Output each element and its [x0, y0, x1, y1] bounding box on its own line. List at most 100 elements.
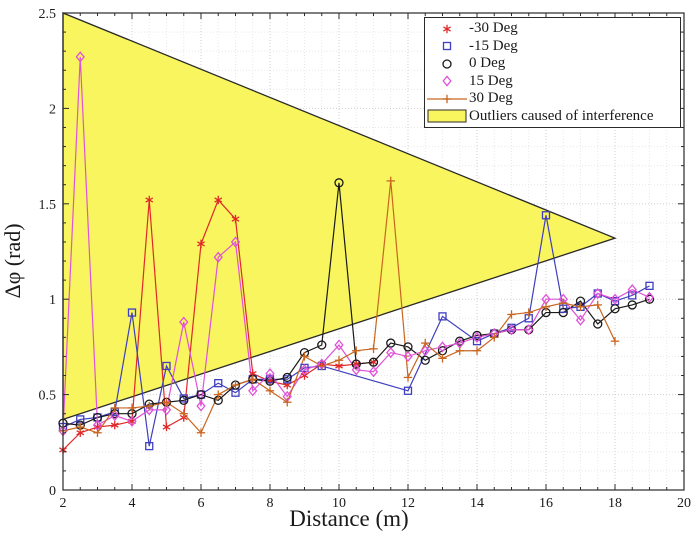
diamond-marker: [265, 367, 275, 380]
diamond-marker: [610, 293, 620, 305]
diamond-marker: [213, 251, 223, 263]
square-marker: [438, 312, 447, 321]
asterisk-marker: [162, 424, 171, 430]
x-tick-label: 2: [60, 496, 67, 511]
square-marker: [162, 361, 171, 371]
asterisk-marker: [76, 430, 85, 436]
y-tick-label: 1.5: [39, 198, 57, 213]
x-tick-label: 4: [129, 496, 136, 511]
legend-entry-15-deg: 15 Deg: [425, 73, 680, 90]
diamond-marker: [368, 366, 379, 378]
circle-marker: [351, 359, 361, 369]
circle-marker: [455, 336, 465, 346]
circle-marker: [196, 389, 206, 400]
diamond-marker: [403, 350, 413, 363]
square-marker: [472, 337, 482, 346]
circle-marker: [282, 372, 292, 383]
diamond-marker: [230, 236, 241, 248]
legend-label: -15 Deg: [469, 37, 518, 54]
y-tick-label: 0: [49, 484, 56, 499]
legend-marker: [425, 91, 469, 107]
y-tick-label: 1: [49, 293, 56, 308]
y-tick-label: 2: [49, 102, 56, 117]
legend-label: -30 Deg: [469, 20, 518, 37]
legend-entry--15-deg: -15 Deg: [425, 38, 680, 55]
diamond-marker: [386, 347, 396, 359]
x-tick-label: 20: [677, 496, 691, 511]
x-axis-label: Distance (m): [289, 506, 409, 531]
x-tick-label: 6: [198, 496, 205, 511]
asterisk-marker: [93, 424, 102, 430]
legend-patch-swatch: [425, 108, 469, 124]
legend-marker: [425, 38, 469, 54]
x-tick-label: 14: [470, 496, 484, 511]
legend-label: 0 Deg: [469, 55, 506, 72]
square-marker: [628, 291, 637, 300]
legend: -30 Deg -15 Deg 0 Deg 15 Deg 30 Deg Outliers …: [424, 17, 681, 128]
circle-marker: [644, 294, 655, 304]
diamond-marker-icon: [442, 75, 452, 87]
asterisk-marker: [110, 422, 119, 428]
series-line-15-deg: [62, 56, 650, 431]
diamond-marker: [627, 284, 637, 296]
legend-marker: [425, 56, 469, 72]
diamond-marker: [144, 404, 154, 416]
legend-marker: [425, 73, 469, 89]
diamond-marker: [334, 339, 344, 351]
x-tick-label: 16: [539, 496, 553, 511]
plus-line-marker-icon: [427, 94, 467, 103]
circle-marker-icon: [442, 59, 452, 69]
x-tick-label: 12: [401, 496, 415, 511]
legend-label: 30 Deg: [469, 90, 513, 107]
diamond-marker: [161, 404, 172, 416]
x-tick-label: 8: [267, 496, 274, 511]
diamond-marker: [506, 324, 517, 336]
diamond-marker: [524, 324, 534, 336]
y-tick-label: 2.5: [39, 7, 57, 22]
diamond-marker: [110, 409, 120, 422]
square-marker: [541, 211, 551, 220]
legend-entry-30-deg: 30 Deg: [425, 90, 680, 107]
diamond-marker: [127, 415, 137, 427]
square-marker-icon: [442, 42, 452, 51]
square-marker: [127, 308, 137, 317]
legend-label: Outliers caused of interference: [469, 107, 654, 124]
asterisk-marker: [214, 197, 223, 203]
asterisk-marker: [145, 197, 154, 203]
asterisk-marker: [248, 370, 257, 377]
diamond-marker: [420, 345, 430, 357]
circle-marker: [317, 340, 327, 350]
square-marker: [214, 379, 223, 388]
y-axis-label: Δφ (rad): [0, 223, 25, 299]
circle-marker: [593, 319, 603, 329]
asterisk-marker: [283, 382, 292, 388]
circle-marker: [179, 395, 189, 405]
diamond-marker: [472, 331, 482, 343]
diamond-marker: [575, 314, 586, 326]
square-marker: [145, 441, 154, 451]
x-tick-label: 10: [332, 496, 346, 511]
legend-marker: [425, 21, 469, 37]
square-marker: [645, 281, 654, 290]
diamond-marker: [196, 400, 206, 412]
asterisk-marker: [300, 372, 309, 379]
diamond-marker: [437, 341, 448, 353]
diamond-marker: [75, 51, 85, 63]
legend-entry-outliers: Outliers caused of interference: [425, 108, 680, 125]
diamond-marker: [248, 385, 258, 397]
diamond-marker: [299, 364, 310, 376]
circle-marker: [472, 330, 482, 341]
patch-marker-icon: [427, 109, 467, 123]
asterisk-marker: [369, 359, 378, 365]
asterisk-marker: [231, 216, 240, 222]
square-marker: [403, 386, 413, 395]
asterisk-marker: [197, 241, 205, 247]
asterisk-marker: [335, 363, 343, 369]
legend-label: 15 Deg: [469, 72, 513, 89]
diamond-marker: [644, 291, 655, 303]
circle-marker: [558, 307, 568, 318]
y-tick-label: 0.5: [39, 389, 57, 404]
asterisk-marker: [352, 361, 361, 367]
